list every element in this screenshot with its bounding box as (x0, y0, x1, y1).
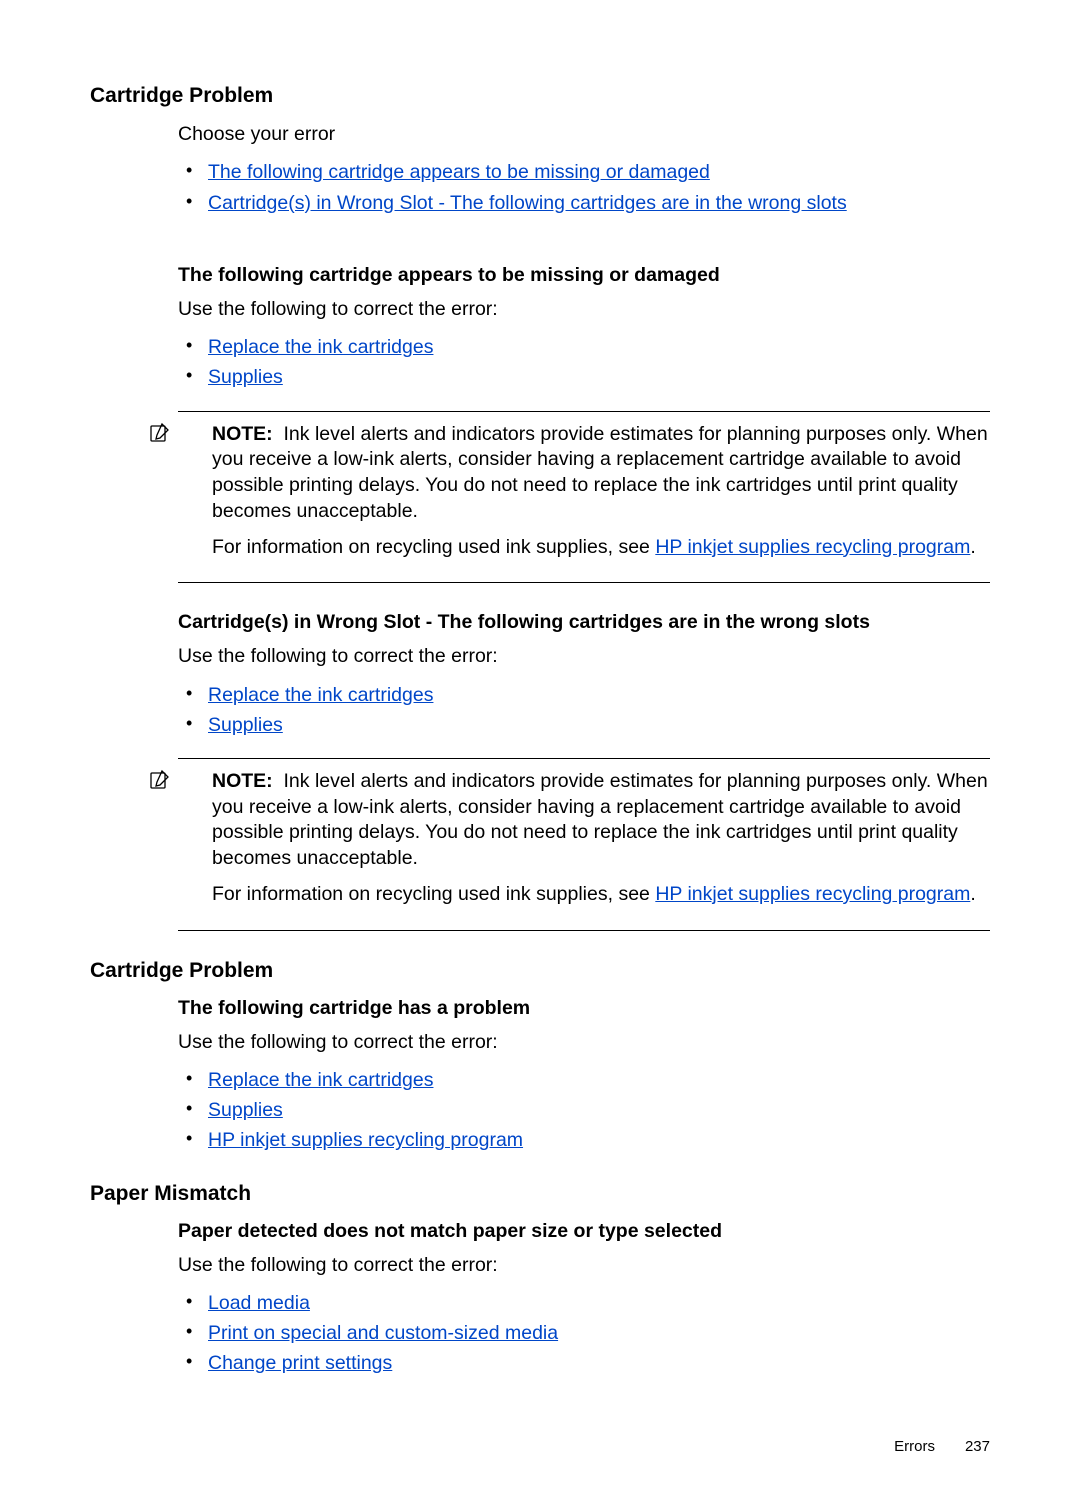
note2-text: NOTE: Ink level alerts and indicators pr… (212, 769, 990, 872)
link-load-media[interactable]: Load media (208, 1292, 310, 1314)
note2-label: NOTE: (212, 770, 273, 792)
subheading-missing-damaged: The following cartridge appears to be mi… (178, 264, 990, 287)
page-footer: Errors 237 (894, 1438, 990, 1455)
link-recycling-program-1[interactable]: HP inkjet supplies recycling program (655, 536, 970, 558)
footer-label: Errors (894, 1438, 935, 1455)
link-change-print-settings[interactable]: Change print settings (208, 1352, 392, 1374)
note2-recycle-post: . (970, 883, 975, 905)
section3-intro: Use the following to correct the error: (178, 1253, 990, 1278)
note2-body: Ink level alerts and indicators provide … (212, 770, 988, 869)
link-supplies-2[interactable]: Supplies (208, 714, 283, 736)
note1-recycle-pre: For information on recycling used ink su… (212, 536, 655, 558)
link-wrong-slot[interactable]: Cartridge(s) in Wrong Slot - The followi… (208, 192, 847, 214)
note-block-2: NOTE: Ink level alerts and indicators pr… (178, 758, 990, 931)
note-icon (150, 422, 170, 442)
link-recycling-program-3[interactable]: HP inkjet supplies recycling program (208, 1129, 523, 1151)
note-icon (150, 769, 170, 789)
note1-recycle: For information on recycling used ink su… (212, 535, 990, 561)
link-supplies-3[interactable]: Supplies (208, 1099, 283, 1121)
choose-error-text: Choose your error (178, 122, 990, 147)
link-replace-cartridges-1[interactable]: Replace the ink cartridges (208, 336, 433, 358)
note1-recycle-post: . (970, 536, 975, 558)
sub1-intro-text: Use the following to correct the error: (178, 297, 990, 322)
link-supplies-1[interactable]: Supplies (208, 366, 283, 388)
sub2-intro-text: Use the following to correct the error: (178, 644, 990, 669)
section3-links: Load media Print on special and custom-s… (178, 1288, 990, 1379)
sub1-links: Replace the ink cartridges Supplies (178, 332, 990, 392)
subheading-paper-detected: Paper detected does not match paper size… (178, 1220, 990, 1243)
link-replace-cartridges-2[interactable]: Replace the ink cartridges (208, 684, 433, 706)
note1-body: Ink level alerts and indicators provide … (212, 423, 988, 522)
note2-recycle: For information on recycling used ink su… (212, 882, 990, 908)
choose-error-links: The following cartridge appears to be mi… (178, 157, 990, 217)
link-missing-damaged[interactable]: The following cartridge appears to be mi… (208, 161, 710, 183)
subheading-wrong-slot: Cartridge(s) in Wrong Slot - The followi… (178, 611, 990, 634)
sub2-links: Replace the ink cartridges Supplies (178, 680, 990, 740)
section2-intro: Use the following to correct the error: (178, 1030, 990, 1055)
section-heading-paper-mismatch: Paper Mismatch (90, 1182, 990, 1206)
link-print-special-media[interactable]: Print on special and custom-sized media (208, 1322, 558, 1344)
subheading-has-problem: The following cartridge has a problem (178, 997, 990, 1020)
section2-links: Replace the ink cartridges Supplies HP i… (178, 1065, 990, 1156)
note1-label: NOTE: (212, 423, 273, 445)
section-heading-cartridge-problem-2: Cartridge Problem (90, 959, 990, 983)
link-replace-cartridges-3[interactable]: Replace the ink cartridges (208, 1069, 433, 1091)
link-recycling-program-2[interactable]: HP inkjet supplies recycling program (655, 883, 970, 905)
note1-text: NOTE: Ink level alerts and indicators pr… (212, 422, 990, 525)
note2-recycle-pre: For information on recycling used ink su… (212, 883, 655, 905)
note-block-1: NOTE: Ink level alerts and indicators pr… (178, 411, 990, 584)
section-heading-cartridge-problem-1: Cartridge Problem (90, 84, 990, 108)
footer-page-number: 237 (965, 1438, 990, 1455)
